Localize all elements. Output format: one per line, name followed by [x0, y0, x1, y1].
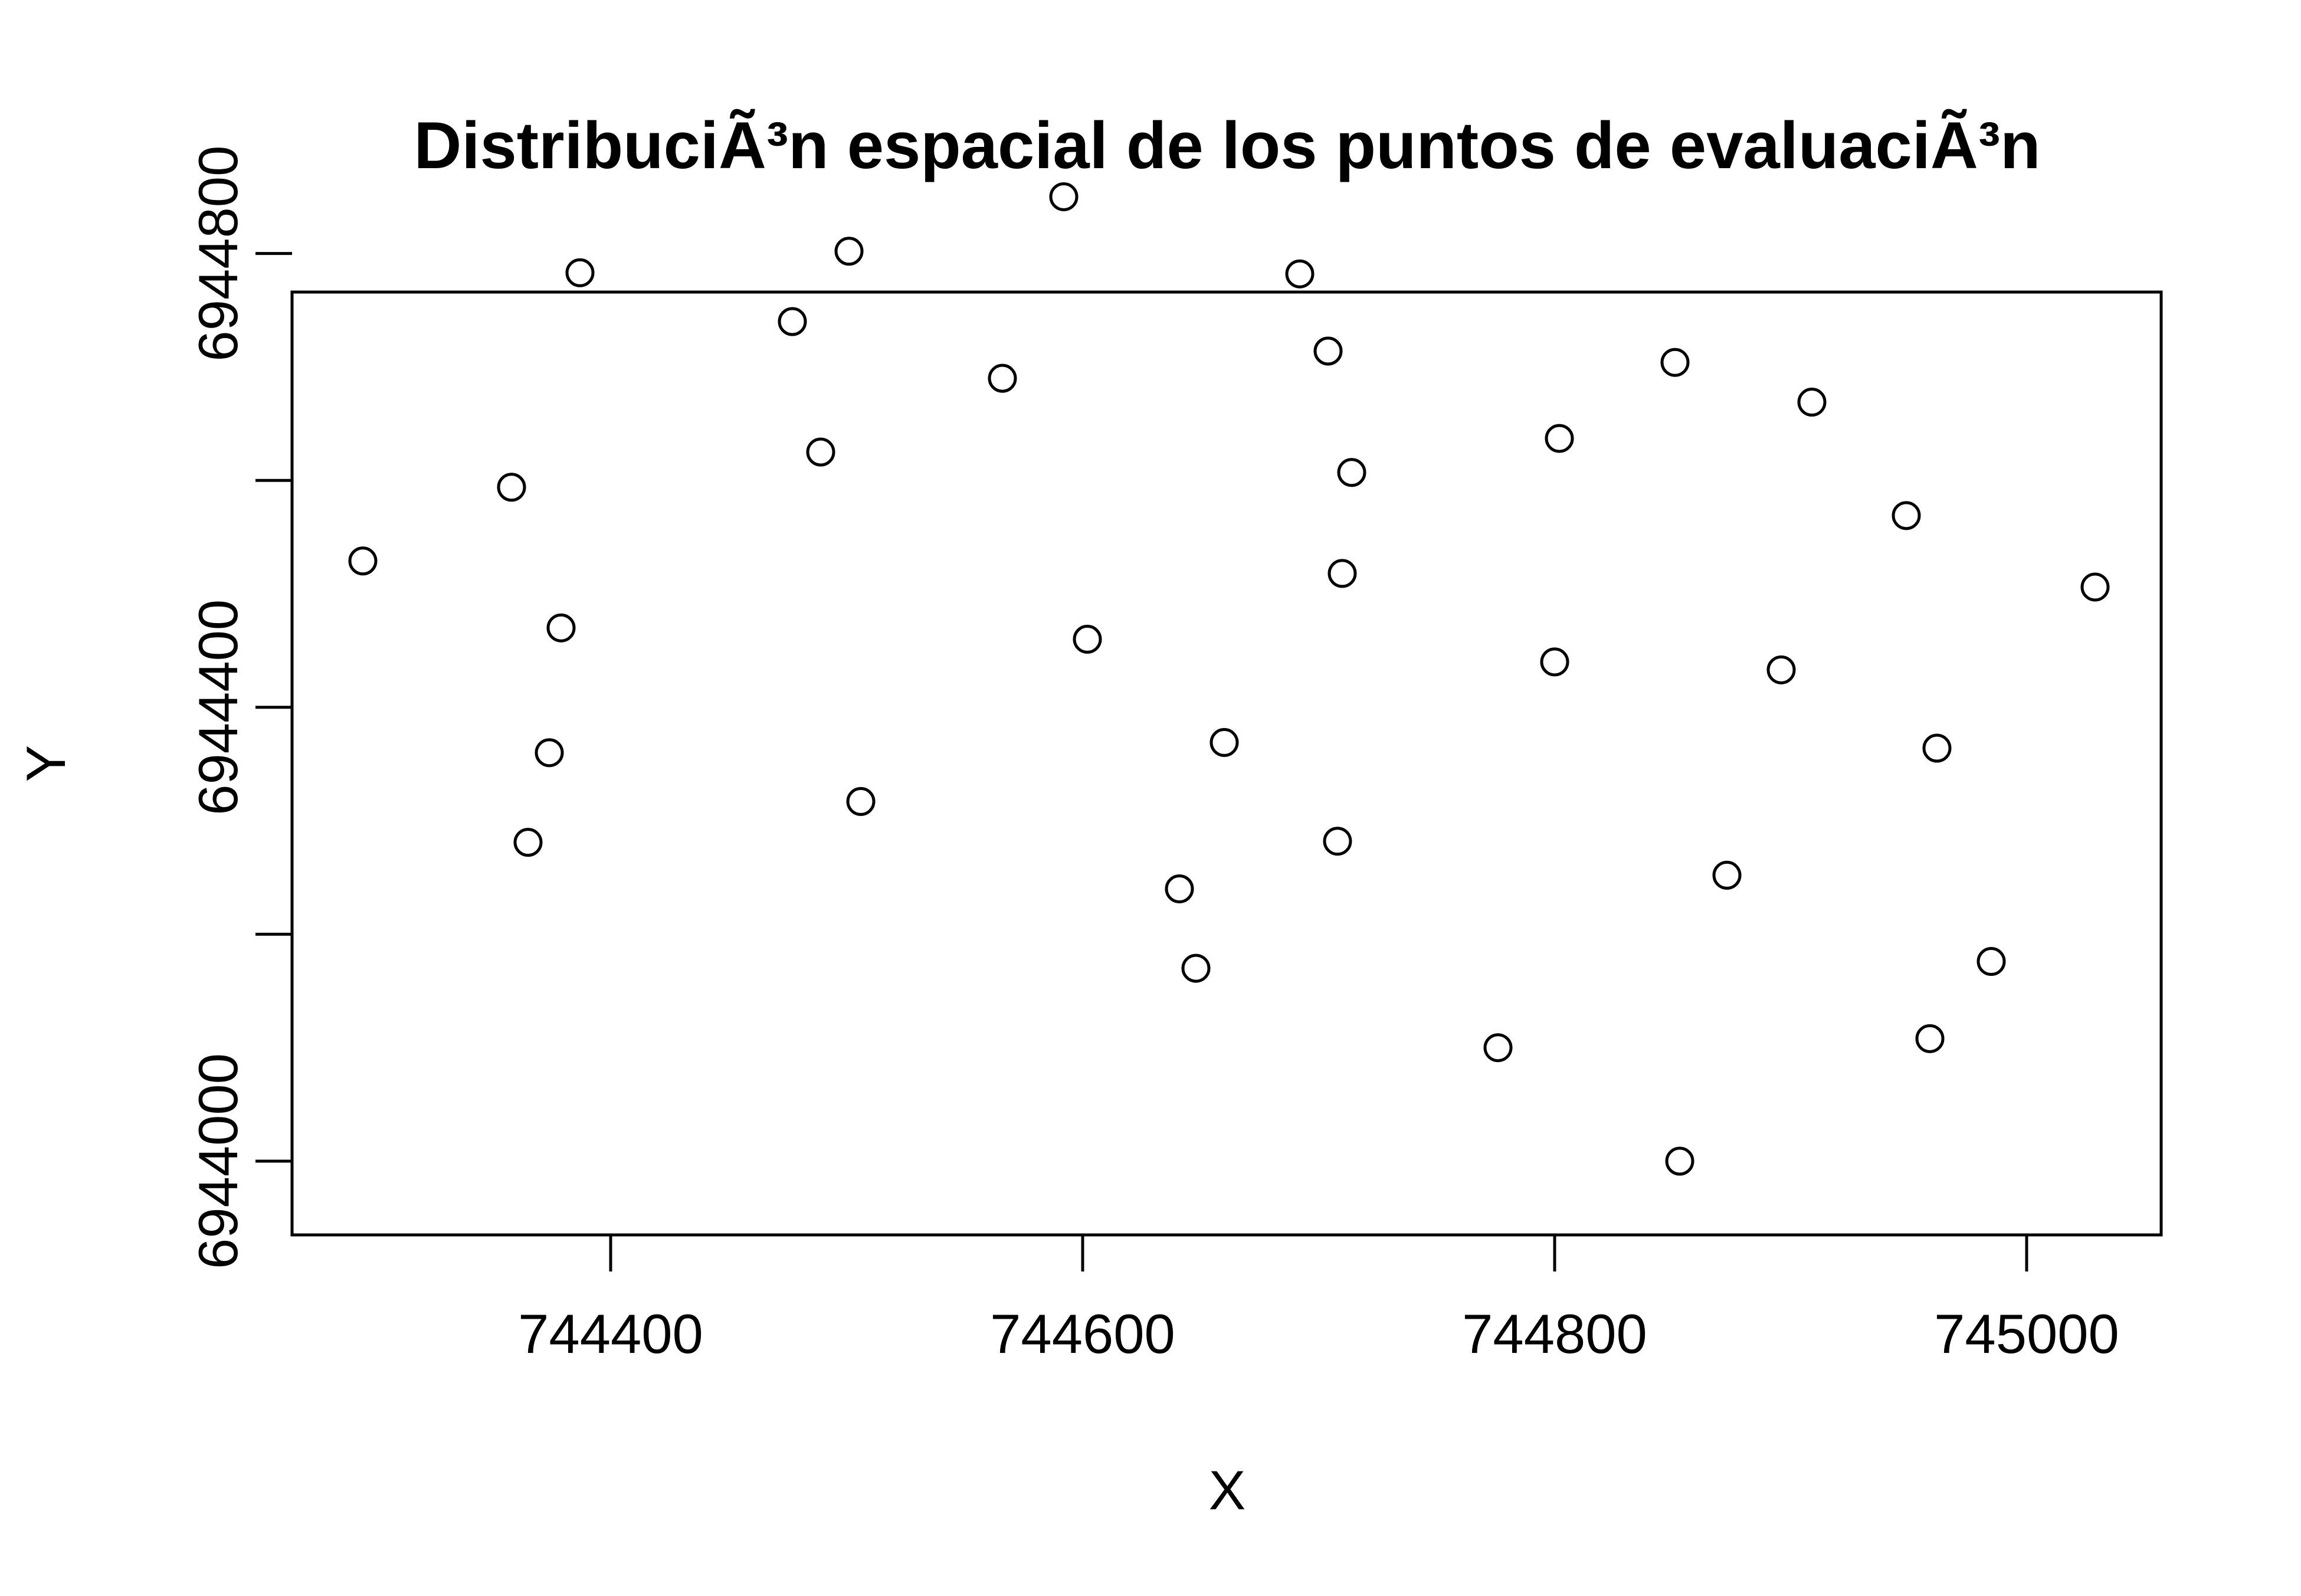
x-tick-label: 744600: [990, 1303, 1175, 1365]
data-point: [1714, 862, 1740, 888]
data-point: [1051, 183, 1077, 209]
data-point: [1542, 649, 1568, 675]
data-point: [350, 548, 376, 574]
data-point: [1768, 657, 1794, 683]
data-point: [1287, 261, 1313, 287]
x-tick-label: 745000: [1934, 1303, 2119, 1365]
y-axis: 6944000 6944400 6944800: [187, 146, 292, 1269]
data-point: [1978, 949, 2004, 975]
data-point: [836, 238, 862, 264]
data-point: [1325, 828, 1351, 854]
data-point: [515, 830, 541, 856]
y-tick-label: 6944800: [187, 146, 249, 362]
data-point: [1211, 729, 1237, 755]
data-point: [1799, 389, 1825, 415]
data-point: [1924, 735, 1950, 761]
data-point: [548, 615, 574, 641]
data-point: [499, 474, 525, 500]
data-point: [779, 309, 805, 335]
data-point: [848, 788, 874, 814]
data-point: [2082, 574, 2108, 600]
data-point: [1166, 876, 1192, 902]
data-point: [1546, 425, 1572, 451]
data-point: [808, 439, 834, 465]
x-axis: 744400 744600 744800 745000: [518, 1235, 2119, 1365]
y-tick-label: 6944400: [187, 599, 249, 815]
x-tick-label: 744400: [518, 1303, 703, 1365]
data-point: [1339, 460, 1365, 486]
data-point: [567, 260, 593, 286]
data-point: [1662, 349, 1688, 375]
data-point: [536, 740, 562, 766]
chart-title: DistribuciÃ³n espacial de los puntos de …: [414, 109, 2040, 182]
data-point: [1667, 1148, 1693, 1174]
data-point: [1074, 626, 1100, 652]
data-point: [1183, 955, 1209, 981]
x-axis-label: X: [1209, 1459, 1246, 1521]
plot-frame: [292, 292, 2161, 1235]
data-point: [989, 365, 1015, 391]
y-tick-label: 6944000: [187, 1053, 249, 1269]
data-point: [1893, 503, 1919, 529]
x-tick-label: 744800: [1462, 1303, 1647, 1365]
data-point: [1329, 561, 1355, 586]
data-point: [1917, 1025, 1943, 1051]
data-point: [1485, 1035, 1511, 1061]
data-point: [1315, 338, 1341, 364]
data-points: [350, 183, 2108, 1174]
y-axis-label: Y: [15, 745, 77, 782]
